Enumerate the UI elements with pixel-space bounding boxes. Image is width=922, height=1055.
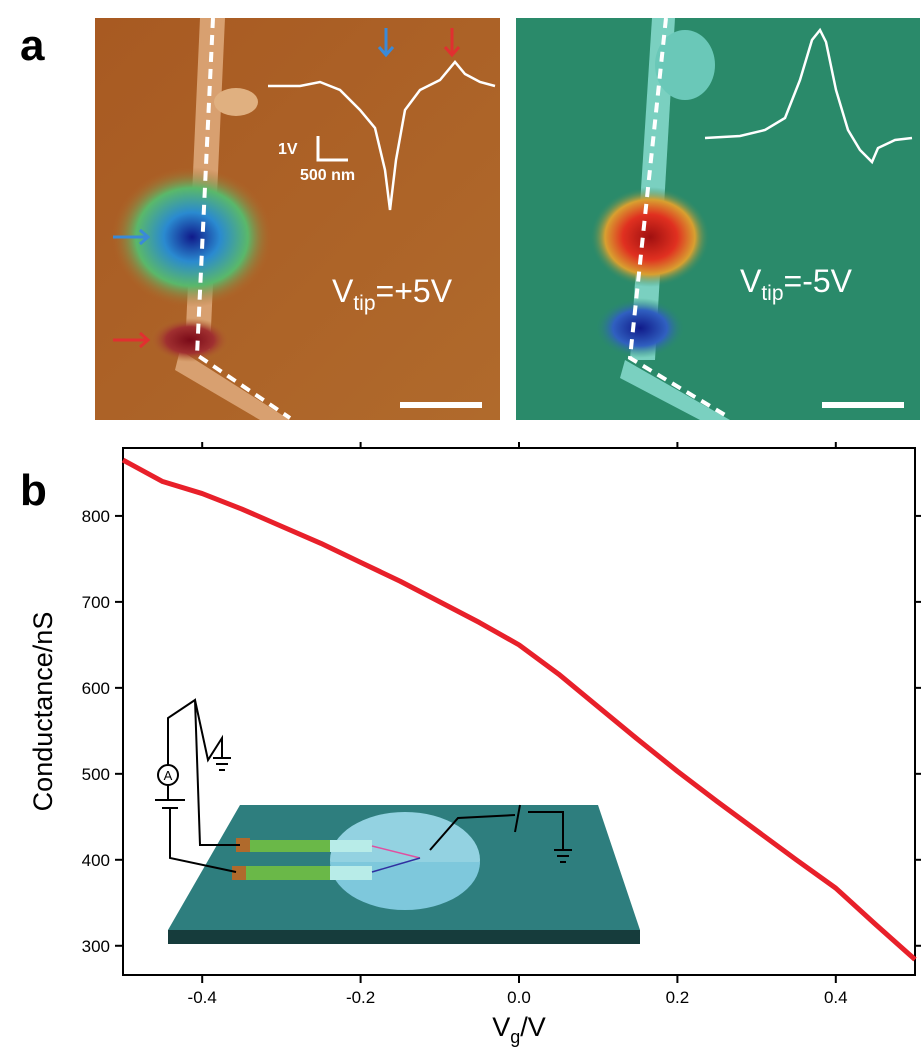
x-axis-label: Vg/V (492, 1012, 546, 1047)
device-schematic (155, 698, 640, 944)
afm-image-right (516, 17, 920, 420)
plot: 300 400 500 600 700 800 -0.4 -0.2 0.0 0.2 0.4 Condu… (28, 442, 921, 1047)
tip-voltage-label: Vtip=+5V (332, 273, 453, 315)
panel-label: b (20, 466, 47, 515)
data-line (121, 457, 917, 962)
panel-label: a (20, 21, 45, 70)
afm-image-left (95, 17, 500, 420)
y-tick-label: 300 (82, 937, 110, 956)
x-tick-label: -0.4 (188, 988, 217, 1007)
scale-label: 500 nm (300, 167, 355, 184)
y-tick-label: 500 (82, 765, 110, 784)
scale-label: 1V (278, 141, 298, 158)
y-axis-label: Conductance/nS (28, 612, 58, 812)
y-tick-label: 400 (82, 851, 110, 870)
x-axis-label-main: V (492, 1012, 510, 1042)
y-tick-label: 700 (82, 593, 110, 612)
y-tick-label: 600 (82, 679, 110, 698)
x-axis-label-rest: /V (520, 1012, 546, 1042)
tip-voltage-label: Vtip=-5V (740, 263, 853, 305)
y-tick-label: 800 (82, 507, 110, 526)
x-tick-label: 0.2 (666, 988, 690, 1007)
meter-label: A (164, 768, 173, 783)
x-tick-label: 0.4 (824, 988, 848, 1007)
x-tick-label: -0.2 (346, 988, 375, 1007)
x-axis-label-sub: g (510, 1027, 520, 1047)
x-tick-label: 0.0 (507, 988, 531, 1007)
